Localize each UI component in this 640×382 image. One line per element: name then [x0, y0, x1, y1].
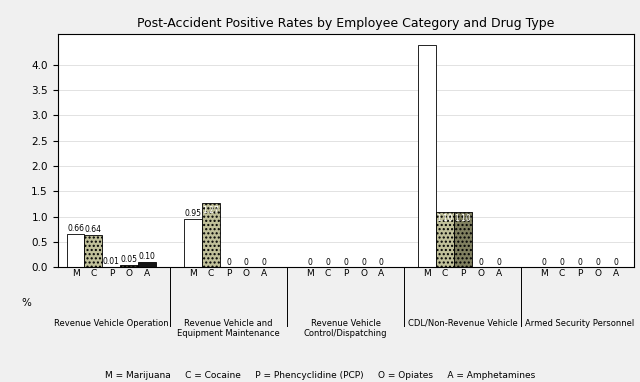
Text: 0: 0: [379, 257, 384, 267]
Text: 0: 0: [226, 257, 231, 267]
Title: Post-Accident Positive Rates by Employee Category and Drug Type: Post-Accident Positive Rates by Employee…: [137, 18, 554, 31]
Text: 0: 0: [595, 257, 600, 267]
Bar: [454, 212, 472, 267]
Bar: [202, 203, 220, 267]
Text: 0: 0: [262, 257, 267, 267]
Text: 0: 0: [307, 257, 312, 267]
Text: 0: 0: [496, 257, 501, 267]
Text: 0: 0: [325, 257, 330, 267]
Bar: [84, 235, 102, 267]
Bar: [67, 234, 84, 267]
Text: M = Marijuana     C = Cocaine     P = Phencyclidine (PCP)     O = Opiates     A : M = Marijuana C = Cocaine P = Phencyclid…: [105, 371, 535, 380]
Text: 0: 0: [559, 257, 564, 267]
Text: Revenue Vehicle and
Equipment Maintenance: Revenue Vehicle and Equipment Maintenanc…: [177, 319, 280, 338]
Text: 1.10: 1.10: [454, 214, 471, 223]
Bar: [436, 212, 454, 267]
Text: 0: 0: [541, 257, 547, 267]
Text: Armed Security Personnel: Armed Security Personnel: [525, 319, 634, 328]
Text: 0: 0: [244, 257, 249, 267]
Bar: [120, 265, 138, 267]
Text: 4.40: 4.40: [419, 47, 435, 56]
Text: 0.64: 0.64: [85, 225, 102, 234]
Text: 1.27: 1.27: [202, 206, 219, 215]
Text: 0: 0: [613, 257, 618, 267]
Text: 0.95: 0.95: [184, 209, 201, 218]
Bar: [138, 262, 156, 267]
Text: 0.66: 0.66: [67, 224, 84, 233]
Text: 0.01: 0.01: [103, 257, 120, 266]
Text: Revenue Vehicle Operation: Revenue Vehicle Operation: [54, 319, 169, 328]
Text: 0.05: 0.05: [121, 255, 138, 264]
Text: 0: 0: [343, 257, 348, 267]
Text: 0.10: 0.10: [139, 253, 156, 261]
Text: 0: 0: [361, 257, 366, 267]
Text: CDL/Non-Revenue Vehicle: CDL/Non-Revenue Vehicle: [408, 319, 518, 328]
Text: Revenue Vehicle
Control/Dispatching: Revenue Vehicle Control/Dispatching: [304, 319, 387, 338]
Text: %: %: [21, 298, 31, 308]
Bar: [418, 45, 436, 267]
Text: 0: 0: [478, 257, 483, 267]
Bar: [184, 219, 202, 267]
Text: 0: 0: [577, 257, 582, 267]
Text: 1.10: 1.10: [436, 214, 453, 223]
